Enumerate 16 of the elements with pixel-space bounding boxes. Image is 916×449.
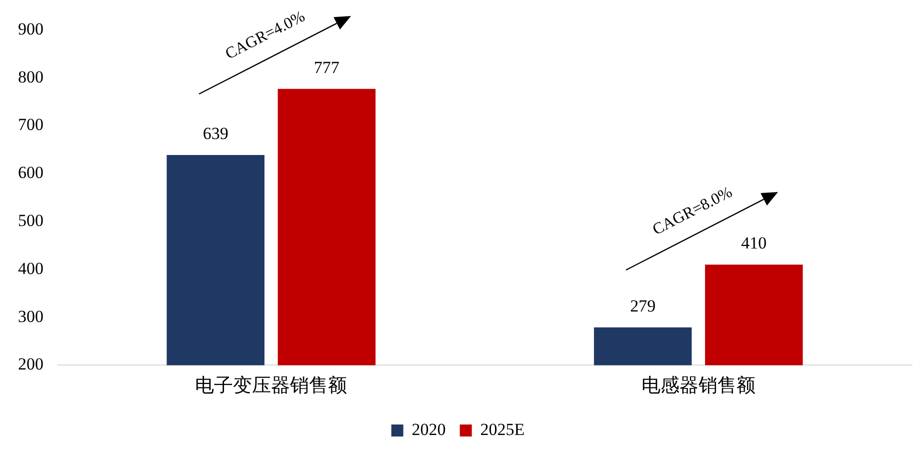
y-tick-label: 200	[18, 354, 44, 374]
data-label: 639	[202, 124, 228, 143]
y-tick-label: 600	[18, 163, 44, 182]
x-tick-label: 电感器销售额	[641, 374, 756, 397]
data-label: 279	[630, 296, 656, 316]
y-tick-label: 900	[18, 19, 44, 38]
y-tick-label: 300	[18, 306, 44, 326]
data-label: 410	[741, 234, 767, 253]
x-tick-label: 电子变压器销售额	[195, 374, 348, 397]
y-tick-label: 500	[18, 211, 44, 230]
data-label: 777	[314, 58, 340, 77]
y-tick-label: 700	[18, 115, 44, 134]
y-tick-label: 400	[18, 258, 44, 278]
legend-label: 2020	[412, 420, 446, 439]
y-tick-label: 800	[18, 67, 44, 86]
legend-label: 2025E	[480, 420, 525, 439]
